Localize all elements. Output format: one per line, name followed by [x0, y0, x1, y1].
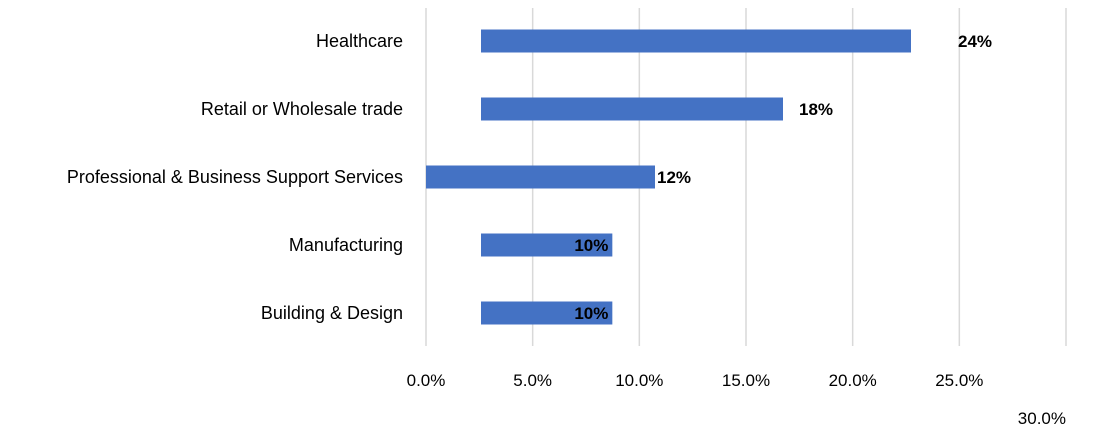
bar — [481, 97, 783, 121]
category-label: Building & Design — [261, 303, 403, 323]
data-label: 24% — [958, 32, 992, 51]
bar-segment — [426, 165, 481, 189]
x-tick-label: 25.0% — [935, 371, 983, 390]
category-label: Manufacturing — [289, 235, 403, 255]
x-tick-label: 5.0% — [513, 371, 552, 390]
bars — [426, 29, 911, 325]
x-tick-label: 15.0% — [722, 371, 770, 390]
data-label: 18% — [799, 100, 833, 119]
bar — [481, 29, 911, 53]
bar — [481, 301, 613, 325]
data-label: 12% — [657, 168, 691, 187]
bar — [481, 233, 613, 257]
category-label: Professional & Business Support Services — [67, 167, 403, 187]
data-label: 10% — [574, 304, 608, 323]
category-labels: Healthcare Retail or Wholesale trade Profe… — [67, 31, 403, 323]
category-label: Retail or Wholesale trade — [201, 99, 403, 119]
bar — [481, 165, 655, 189]
data-label: 10% — [574, 236, 608, 255]
x-tick-labels: 0.0% 5.0% 10.0% 15.0% 20.0% 25.0% 30.0% — [407, 371, 1066, 428]
x-tick-label: 10.0% — [615, 371, 663, 390]
category-label: Healthcare — [316, 31, 403, 51]
x-tick-label: 0.0% — [407, 371, 446, 390]
data-labels: 24% 18% 12% 10% 10% — [574, 32, 992, 323]
x-tick-label: 20.0% — [829, 371, 877, 390]
x-tick-label: 30.0% — [1018, 409, 1066, 428]
